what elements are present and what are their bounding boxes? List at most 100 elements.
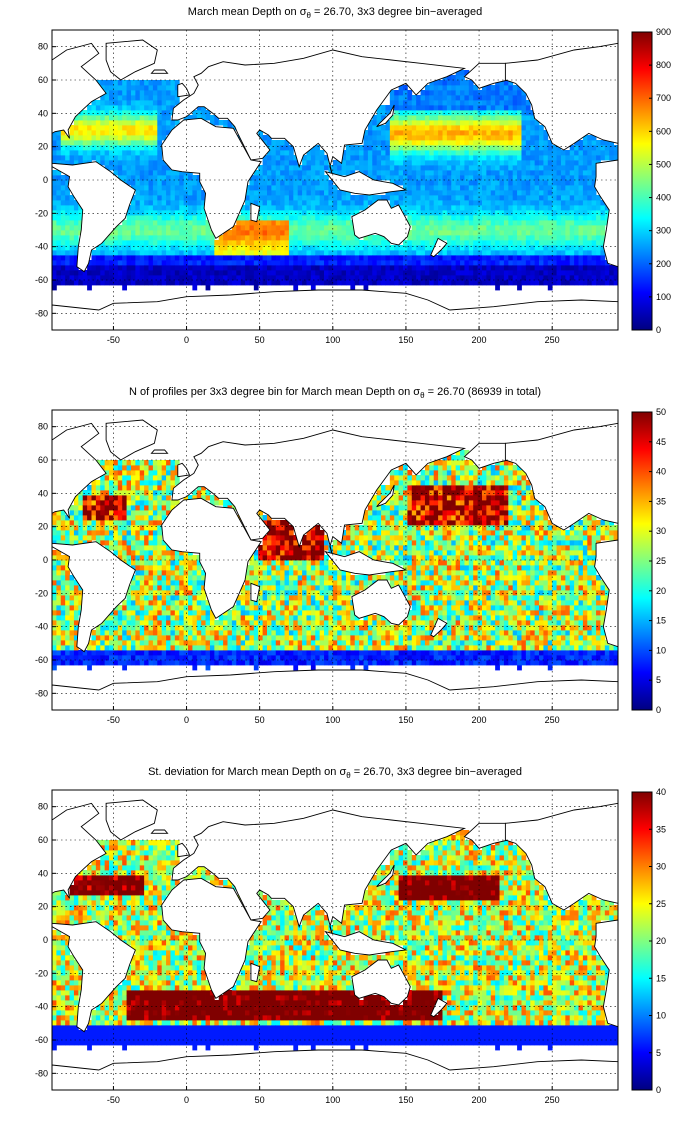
heatmap-cell: [126, 155, 132, 161]
heatmap-cell: [130, 165, 136, 171]
heatmap-cell: [451, 275, 457, 281]
heatmap-cell: [236, 655, 242, 661]
heatmap-cell: [161, 95, 167, 101]
heatmap-cell: [100, 270, 106, 276]
heatmap-cell: [166, 245, 171, 251]
heatmap-cell: [192, 225, 198, 231]
heatmap-cell: [170, 660, 176, 666]
heatmap-cell: [328, 210, 334, 216]
heatmap-cell: [385, 195, 391, 201]
heatmap-cell: [95, 280, 101, 286]
heatmap-cell: [403, 195, 408, 201]
heatmap-cell: [113, 235, 119, 241]
heatmap-cell: [534, 120, 540, 126]
heatmap-cell: [398, 125, 404, 131]
heatmap-cell: [468, 160, 474, 166]
heatmap-cell: [266, 225, 272, 231]
heatmap-cell: [139, 470, 145, 476]
heatmap-cell: [196, 605, 202, 611]
heatmap-cell: [60, 590, 66, 596]
heatmap-cell: [144, 590, 149, 596]
heatmap-cell: [525, 110, 531, 116]
heatmap-cell: [534, 195, 540, 201]
heatmap-cell: [174, 565, 180, 571]
heatmap-cell: [192, 180, 198, 186]
heatmap-cell: [65, 515, 70, 521]
heatmap-cell: [144, 550, 149, 556]
heatmap-cell: [188, 215, 193, 221]
heatmap-cell: [139, 160, 145, 166]
heatmap-cell: [100, 265, 106, 271]
y-tick-label: -60: [35, 275, 48, 285]
heatmap-cell: [258, 165, 264, 171]
heatmap-cell: [350, 285, 356, 291]
heatmap-cell: [442, 135, 448, 141]
heatmap-cell: [446, 125, 452, 131]
heatmap-cell: [188, 190, 193, 196]
heatmap-cell: [126, 255, 132, 261]
heatmap-cell: [539, 225, 544, 231]
heatmap-cell: [547, 270, 553, 276]
heatmap-cell: [508, 195, 514, 201]
heatmap-cell: [157, 465, 163, 471]
heatmap-cell: [385, 165, 391, 171]
heatmap-cell: [416, 125, 421, 131]
heatmap-cell: [95, 250, 101, 256]
heatmap-cell: [284, 140, 290, 146]
heatmap-cell: [420, 140, 426, 146]
heatmap-cell: [91, 125, 97, 131]
heatmap-cell: [600, 150, 606, 156]
heatmap-cell: [82, 130, 88, 136]
heatmap-cell: [161, 475, 167, 481]
heatmap-cell: [60, 570, 66, 576]
heatmap-cell: [144, 190, 149, 196]
heatmap-cell: [345, 165, 351, 171]
heatmap-cell: [183, 245, 189, 251]
heatmap-cell: [416, 260, 421, 266]
heatmap-cell: [604, 210, 610, 216]
heatmap-cell: [381, 275, 386, 281]
heatmap-cell: [170, 470, 176, 476]
heatmap-cell: [446, 170, 452, 176]
heatmap-cell: [560, 235, 566, 241]
heatmap-cell: [560, 260, 566, 266]
heatmap-cell: [534, 180, 540, 186]
heatmap-cell: [503, 80, 509, 86]
heatmap-cell: [543, 210, 549, 216]
heatmap-cell: [363, 165, 369, 171]
heatmap-cell: [468, 190, 474, 196]
heatmap-cell: [56, 620, 62, 626]
heatmap-cell: [174, 460, 180, 466]
heatmap-cell: [218, 660, 224, 666]
heatmap-cell: [407, 140, 413, 146]
heatmap-cell: [604, 215, 610, 221]
heatmap-cell: [385, 170, 391, 176]
heatmap-cell: [65, 245, 70, 251]
heatmap-cell: [130, 115, 136, 121]
heatmap-cell: [389, 255, 395, 261]
heatmap-cell: [288, 235, 294, 241]
heatmap-cell: [372, 270, 378, 276]
heatmap-cell: [139, 185, 145, 191]
heatmap-cell: [65, 635, 70, 641]
heatmap-cell: [152, 120, 158, 126]
heatmap-cell: [231, 650, 237, 656]
heatmap-cell: [249, 230, 255, 236]
heatmap-cell: [574, 165, 579, 171]
heatmap-cell: [144, 95, 149, 101]
heatmap-cell: [174, 195, 180, 201]
heatmap-cell: [442, 175, 448, 181]
heatmap-cell: [574, 170, 579, 176]
heatmap-cell: [451, 190, 457, 196]
heatmap-cell: [591, 230, 597, 236]
heatmap-cell: [591, 225, 597, 231]
heatmap-cell: [367, 145, 373, 151]
heatmap-cell: [148, 225, 154, 231]
heatmap-cell: [117, 530, 123, 536]
heatmap-cell: [433, 165, 439, 171]
heatmap-cell: [214, 650, 220, 656]
heatmap-cell: [420, 90, 426, 96]
heatmap-cell: [574, 280, 579, 286]
coastline-indonesia: [324, 170, 408, 196]
heatmap-cell: [596, 260, 601, 266]
